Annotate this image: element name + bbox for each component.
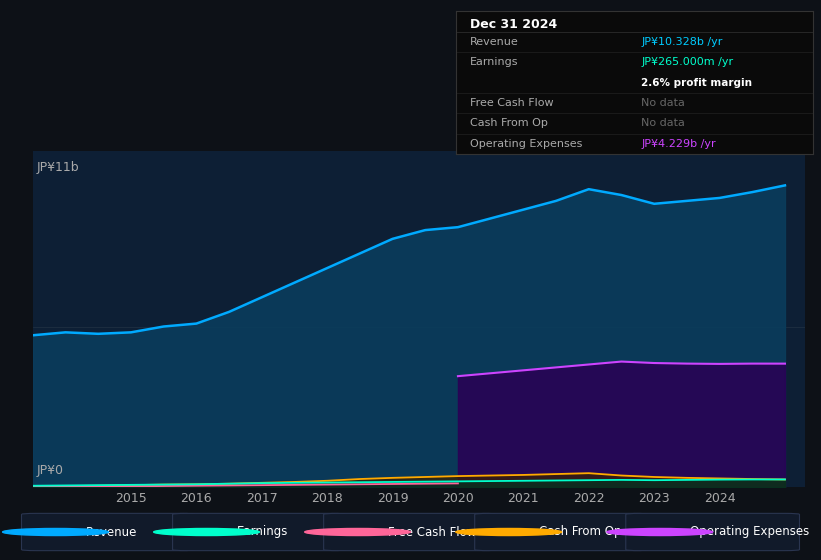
Text: No data: No data: [641, 118, 686, 128]
Text: Dec 31 2024: Dec 31 2024: [470, 18, 557, 31]
Text: Free Cash Flow: Free Cash Flow: [388, 525, 476, 539]
FancyBboxPatch shape: [172, 514, 346, 550]
Text: JP¥0: JP¥0: [37, 464, 64, 477]
FancyBboxPatch shape: [626, 514, 800, 550]
Text: Cash From Op: Cash From Op: [539, 525, 621, 539]
Circle shape: [2, 529, 108, 535]
Text: No data: No data: [641, 98, 686, 108]
FancyBboxPatch shape: [21, 514, 195, 550]
Text: JP¥4.229b /yr: JP¥4.229b /yr: [641, 139, 716, 149]
Text: JP¥265.000m /yr: JP¥265.000m /yr: [641, 57, 733, 67]
Text: Operating Expenses: Operating Expenses: [690, 525, 810, 539]
Text: Free Cash Flow: Free Cash Flow: [470, 98, 553, 108]
Circle shape: [305, 529, 410, 535]
FancyBboxPatch shape: [323, 514, 498, 550]
Text: JP¥10.328b /yr: JP¥10.328b /yr: [641, 37, 722, 47]
Text: JP¥11b: JP¥11b: [37, 161, 80, 174]
Text: Earnings: Earnings: [236, 525, 288, 539]
Circle shape: [154, 529, 259, 535]
Text: Earnings: Earnings: [470, 57, 518, 67]
Text: Revenue: Revenue: [470, 37, 519, 47]
Text: 2.6% profit margin: 2.6% profit margin: [641, 78, 752, 87]
Text: Revenue: Revenue: [85, 525, 137, 539]
Text: Operating Expenses: Operating Expenses: [470, 139, 582, 149]
FancyBboxPatch shape: [475, 514, 649, 550]
Circle shape: [607, 529, 713, 535]
Circle shape: [456, 529, 562, 535]
Text: Cash From Op: Cash From Op: [470, 118, 548, 128]
